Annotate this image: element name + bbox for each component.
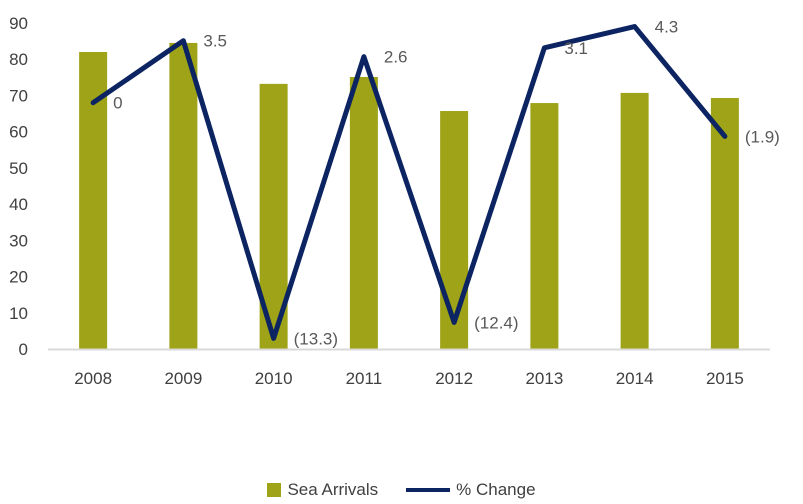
- y-tick-label: 90: [9, 14, 28, 33]
- data-label: 4.3: [655, 18, 679, 37]
- x-tick-label: 2010: [255, 369, 293, 388]
- point-2014: [633, 25, 636, 28]
- legend-item-sea-arrivals: Sea Arrivals: [267, 480, 378, 500]
- x-tick-label: 2009: [164, 369, 202, 388]
- data-label: 2.6: [384, 48, 408, 67]
- data-label: (12.4): [474, 313, 518, 332]
- y-tick-label: 50: [9, 159, 28, 178]
- data-label: 3.5: [203, 32, 227, 51]
- data-label: 0: [113, 94, 122, 113]
- x-tick-label: 2012: [435, 369, 473, 388]
- y-tick-label: 10: [9, 304, 28, 323]
- legend-item-pct-change: % Change: [406, 480, 536, 500]
- x-tick-label: 2015: [706, 369, 744, 388]
- data-label: (1.9): [745, 127, 780, 146]
- point-2013: [543, 46, 546, 49]
- x-tick-label: 2013: [525, 369, 563, 388]
- line-pct-change: [90, 24, 728, 341]
- bar-2015: [710, 97, 739, 349]
- x-tick-label: 2011: [346, 369, 383, 388]
- bar-2013: [530, 103, 559, 349]
- x-tick-label: 2014: [616, 369, 654, 388]
- y-tick-label: 70: [9, 86, 28, 105]
- legend-label: % Change: [456, 480, 536, 499]
- y-tick-label: 60: [9, 123, 28, 142]
- data-label: 3.1: [564, 39, 588, 58]
- bar-2009: [169, 42, 198, 350]
- point-2012: [453, 321, 456, 324]
- point-2009: [182, 39, 185, 42]
- bar-2011: [349, 76, 378, 350]
- y-tick-label: 80: [9, 50, 28, 69]
- point-2015: [723, 135, 726, 138]
- point-2011: [362, 55, 365, 58]
- y-tick-label: 20: [9, 268, 28, 287]
- chart-svg: 0 10 20 30 40 50 60 70 80 90 2008 2009 2010 2011 2012 2…: [9, 14, 780, 388]
- legend-swatch-bar: [267, 483, 282, 497]
- point-2010: [272, 337, 275, 340]
- bar-2012: [440, 111, 469, 350]
- y-tick-label: 30: [9, 231, 28, 250]
- legend-label: Sea Arrivals: [287, 480, 379, 499]
- y-tick-label: 0: [19, 340, 28, 359]
- y-tick-label: 40: [9, 195, 28, 214]
- legend: Sea Arrivals % Change: [0, 480, 803, 500]
- point-2008: [92, 101, 95, 104]
- x-tick-label: 2008: [74, 369, 112, 388]
- data-label: (13.3): [294, 329, 338, 348]
- bar-2014: [620, 92, 649, 350]
- legend-swatch-line: [406, 488, 451, 492]
